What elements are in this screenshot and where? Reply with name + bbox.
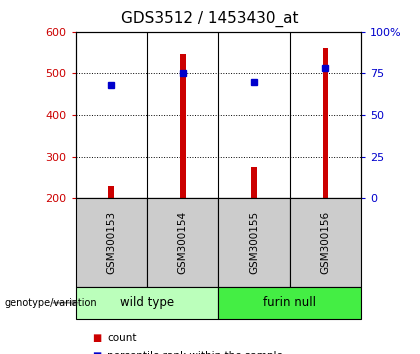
Text: GSM300156: GSM300156 xyxy=(320,211,331,274)
Text: GSM300155: GSM300155 xyxy=(249,211,259,274)
Text: count: count xyxy=(107,333,136,343)
Text: furin null: furin null xyxy=(263,296,316,309)
Bar xyxy=(290,198,361,287)
Bar xyxy=(180,54,186,198)
Bar xyxy=(147,198,218,287)
Bar xyxy=(76,198,147,287)
Text: GDS3512 / 1453430_at: GDS3512 / 1453430_at xyxy=(121,11,299,27)
Text: wild type: wild type xyxy=(120,296,174,309)
Text: percentile rank within the sample: percentile rank within the sample xyxy=(107,351,283,354)
Bar xyxy=(218,198,290,287)
Text: GSM300154: GSM300154 xyxy=(178,211,188,274)
Text: GSM300153: GSM300153 xyxy=(106,211,116,274)
Bar xyxy=(323,48,328,198)
Bar xyxy=(108,186,114,198)
Bar xyxy=(218,287,361,319)
Text: genotype/variation: genotype/variation xyxy=(4,298,97,308)
Bar xyxy=(76,287,218,319)
Text: ■: ■ xyxy=(92,351,102,354)
Text: ■: ■ xyxy=(92,333,102,343)
Bar xyxy=(251,167,257,198)
